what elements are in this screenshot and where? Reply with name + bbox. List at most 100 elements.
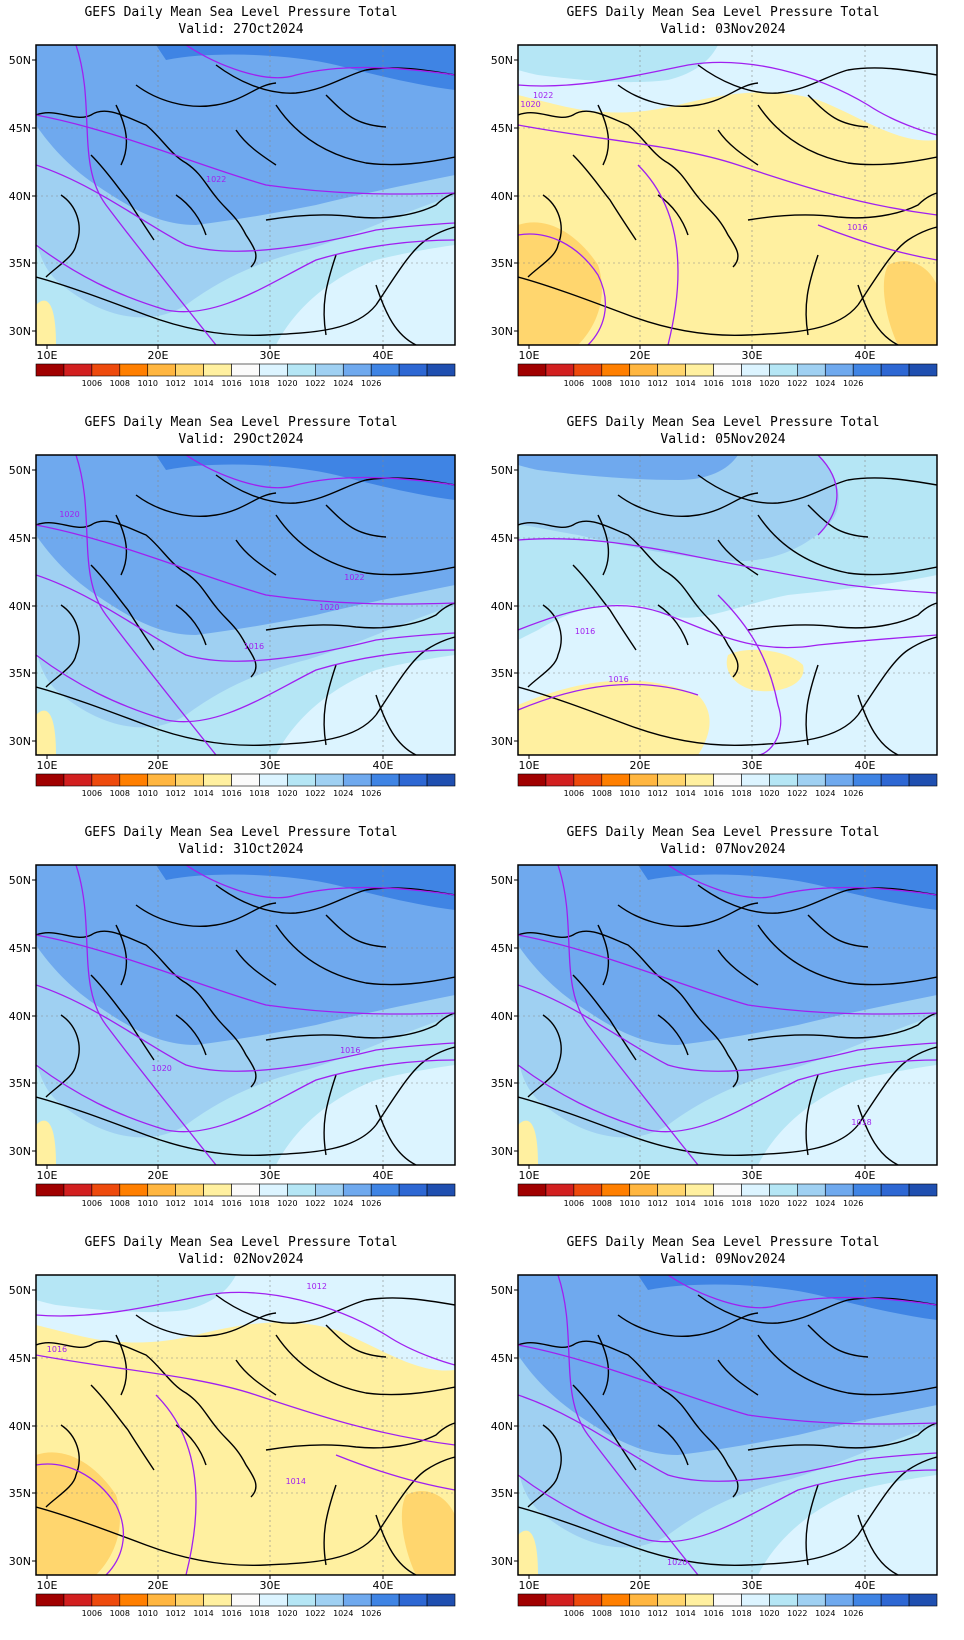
- colorbar-label: 1014: [193, 1609, 213, 1618]
- coastline: [717, 129, 759, 166]
- coastline: [45, 1014, 80, 1098]
- colorbar-swatch: [797, 363, 826, 377]
- panel-valid-date: Valid: 29Oct2024: [178, 432, 304, 447]
- colorbar-swatch: [685, 1183, 714, 1197]
- isobar: [518, 934, 937, 1015]
- forecast-panel: GEFS Daily Mean Sea Level Pressure Total…: [0, 0, 482, 410]
- coastline: [747, 602, 937, 631]
- colorbar-swatch: [426, 363, 456, 377]
- coastline: [275, 104, 455, 166]
- isobar: [667, 1275, 937, 1309]
- colorbar-swatch: [287, 1593, 316, 1607]
- colorbar-label: 1016: [703, 379, 723, 388]
- colorbar-label: 1026: [843, 379, 863, 388]
- colorbar-swatch: [545, 1593, 575, 1607]
- colorbar-swatch: [342, 363, 372, 377]
- colorbar-label: 1010: [138, 1199, 158, 1208]
- colorbar-label: 1024: [333, 379, 353, 388]
- coastline: [90, 1384, 155, 1471]
- longitude-label: 10E: [37, 759, 58, 772]
- colorbar-label: 1008: [110, 1199, 130, 1208]
- colorbar-label: 1018: [731, 789, 751, 798]
- isobar: [75, 455, 217, 755]
- colorbar-label: 1006: [82, 379, 102, 388]
- colorbar-label: 1014: [193, 1199, 213, 1208]
- colorbar-swatch: [147, 1183, 176, 1197]
- coastline: [36, 1096, 377, 1157]
- colorbar-swatch: [370, 1183, 400, 1197]
- pressure-field: [518, 1275, 937, 1455]
- colorbar-label: 1006: [82, 1609, 102, 1618]
- colorbar-label: 1020: [759, 1609, 779, 1618]
- contour-label: 1020: [667, 1558, 687, 1567]
- latitude-label: 50N: [9, 464, 31, 477]
- contour-label: 1014: [286, 1477, 306, 1486]
- coastline: [747, 1012, 937, 1041]
- colorbar-label: 1010: [138, 379, 158, 388]
- map-frame: [517, 864, 938, 1166]
- coastline: [375, 636, 455, 716]
- longitude-label: 20E: [630, 349, 651, 362]
- pressure-field: [276, 245, 455, 345]
- coastline: [235, 1359, 277, 1396]
- coastline: [857, 226, 937, 306]
- panel-title: GEFS Daily Mean Sea Level Pressure Total: [566, 1235, 880, 1250]
- colorbar-swatch: [231, 1593, 260, 1607]
- coastline: [115, 924, 128, 986]
- colorbar-swatch: [426, 773, 456, 787]
- colorbar-swatch: [398, 773, 428, 787]
- coastline: [857, 694, 899, 755]
- isobar: [36, 1463, 124, 1575]
- colorbar-label: 1022: [787, 789, 807, 798]
- coastline: [115, 1334, 128, 1396]
- coastline: [805, 254, 819, 336]
- colorbar: 1006 1008 1010 1012 1014 1016 1018 1020 1022 1024…: [35, 1593, 456, 1618]
- coastline: [323, 664, 337, 746]
- colorbar-swatch: [824, 363, 854, 377]
- coastline: [115, 104, 128, 166]
- colorbar-swatch: [517, 773, 547, 787]
- longitude-label: 10E: [519, 759, 540, 772]
- coastline: [135, 82, 277, 107]
- colorbar-swatch: [203, 773, 232, 787]
- longitude-label: 20E: [630, 1169, 651, 1182]
- coastline: [857, 1514, 899, 1575]
- isobar: [557, 1275, 699, 1575]
- colorbar-swatch: [517, 363, 547, 377]
- pressure-field: [638, 1275, 937, 1320]
- colorbar-swatch: [426, 1593, 456, 1607]
- colorbar-label: 1010: [620, 789, 640, 798]
- colorbar-label: 1016: [703, 1609, 723, 1618]
- colorbar-label: 1026: [843, 789, 863, 798]
- coastline: [747, 1422, 937, 1451]
- coastline: [617, 492, 759, 517]
- latitude-label: 35N: [491, 1487, 513, 1500]
- latitude-label: 35N: [9, 1487, 31, 1500]
- panel-title: GEFS Daily Mean Sea Level Pressure Total: [84, 5, 398, 20]
- coastline: [807, 504, 869, 538]
- coastline: [857, 1104, 899, 1165]
- coastline: [572, 154, 637, 241]
- coastline: [375, 226, 455, 306]
- colorbar-swatch: [147, 773, 176, 787]
- colorbar-swatch: [231, 773, 260, 787]
- coastline: [805, 1484, 819, 1566]
- map-frame: [35, 1274, 456, 1576]
- longitude-label: 20E: [630, 1579, 651, 1592]
- colorbar: 1006 1008 1010 1012 1014 1016 1018 1020 1022 1024…: [517, 1593, 938, 1618]
- contour-label: 1022: [533, 91, 553, 100]
- longitude-label: 40E: [373, 759, 394, 772]
- colorbar-swatch: [908, 363, 938, 377]
- coastline: [265, 192, 455, 221]
- pressure-field: [638, 865, 937, 910]
- colorbar-label: 1026: [361, 1609, 381, 1618]
- latitude-label: 35N: [9, 1077, 31, 1090]
- colorbar-swatch: [852, 1593, 882, 1607]
- colorbar-label: 1020: [277, 379, 297, 388]
- panel-valid-date: Valid: 31Oct2024: [178, 842, 304, 857]
- pressure-field: [36, 1275, 236, 1313]
- colorbar-swatch: [35, 773, 65, 787]
- latitude-label: 40N: [9, 190, 31, 203]
- isobar: [518, 1059, 937, 1133]
